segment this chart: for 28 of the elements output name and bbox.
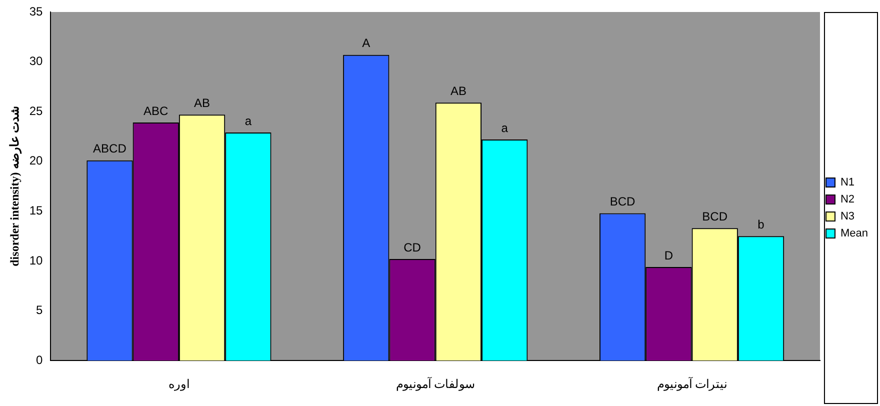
data-label: BCD xyxy=(610,194,636,209)
x-tick-label: نیترات آمونیوم xyxy=(656,376,727,391)
data-label: a xyxy=(244,114,252,128)
y-tick-label: 0 xyxy=(36,352,44,367)
data-label: ABCD xyxy=(93,142,127,156)
data-label: A xyxy=(362,36,370,50)
y-tick-label: 5 xyxy=(36,303,44,318)
data-label: b xyxy=(758,217,765,232)
data-label: ABC xyxy=(144,104,169,118)
y-axis-title: disorder intensity) شدت عارضه xyxy=(7,106,22,266)
data-label: D xyxy=(664,248,674,262)
y-tick-label: 20 xyxy=(29,154,44,168)
data-label: CD xyxy=(404,240,422,254)
y-tick-label: 25 xyxy=(29,104,44,118)
x-tick-label: سولفات آمونیوم xyxy=(396,376,475,391)
legend-label: N3 xyxy=(840,210,855,223)
x-tick-label: اوره xyxy=(168,376,190,391)
data-label: AB xyxy=(194,96,210,110)
y-tick-label: 10 xyxy=(29,253,44,268)
data-label: AB xyxy=(450,84,466,98)
y-tick-label: 15 xyxy=(29,204,44,218)
legend-label: Mean xyxy=(840,228,868,240)
legend-label: N2 xyxy=(840,194,855,206)
y-tick-label: 35 xyxy=(29,4,44,18)
legend-label: N1 xyxy=(840,176,855,189)
data-label: BCD xyxy=(702,209,728,224)
y-tick-label: 30 xyxy=(29,54,44,68)
data-label: a xyxy=(501,120,508,135)
